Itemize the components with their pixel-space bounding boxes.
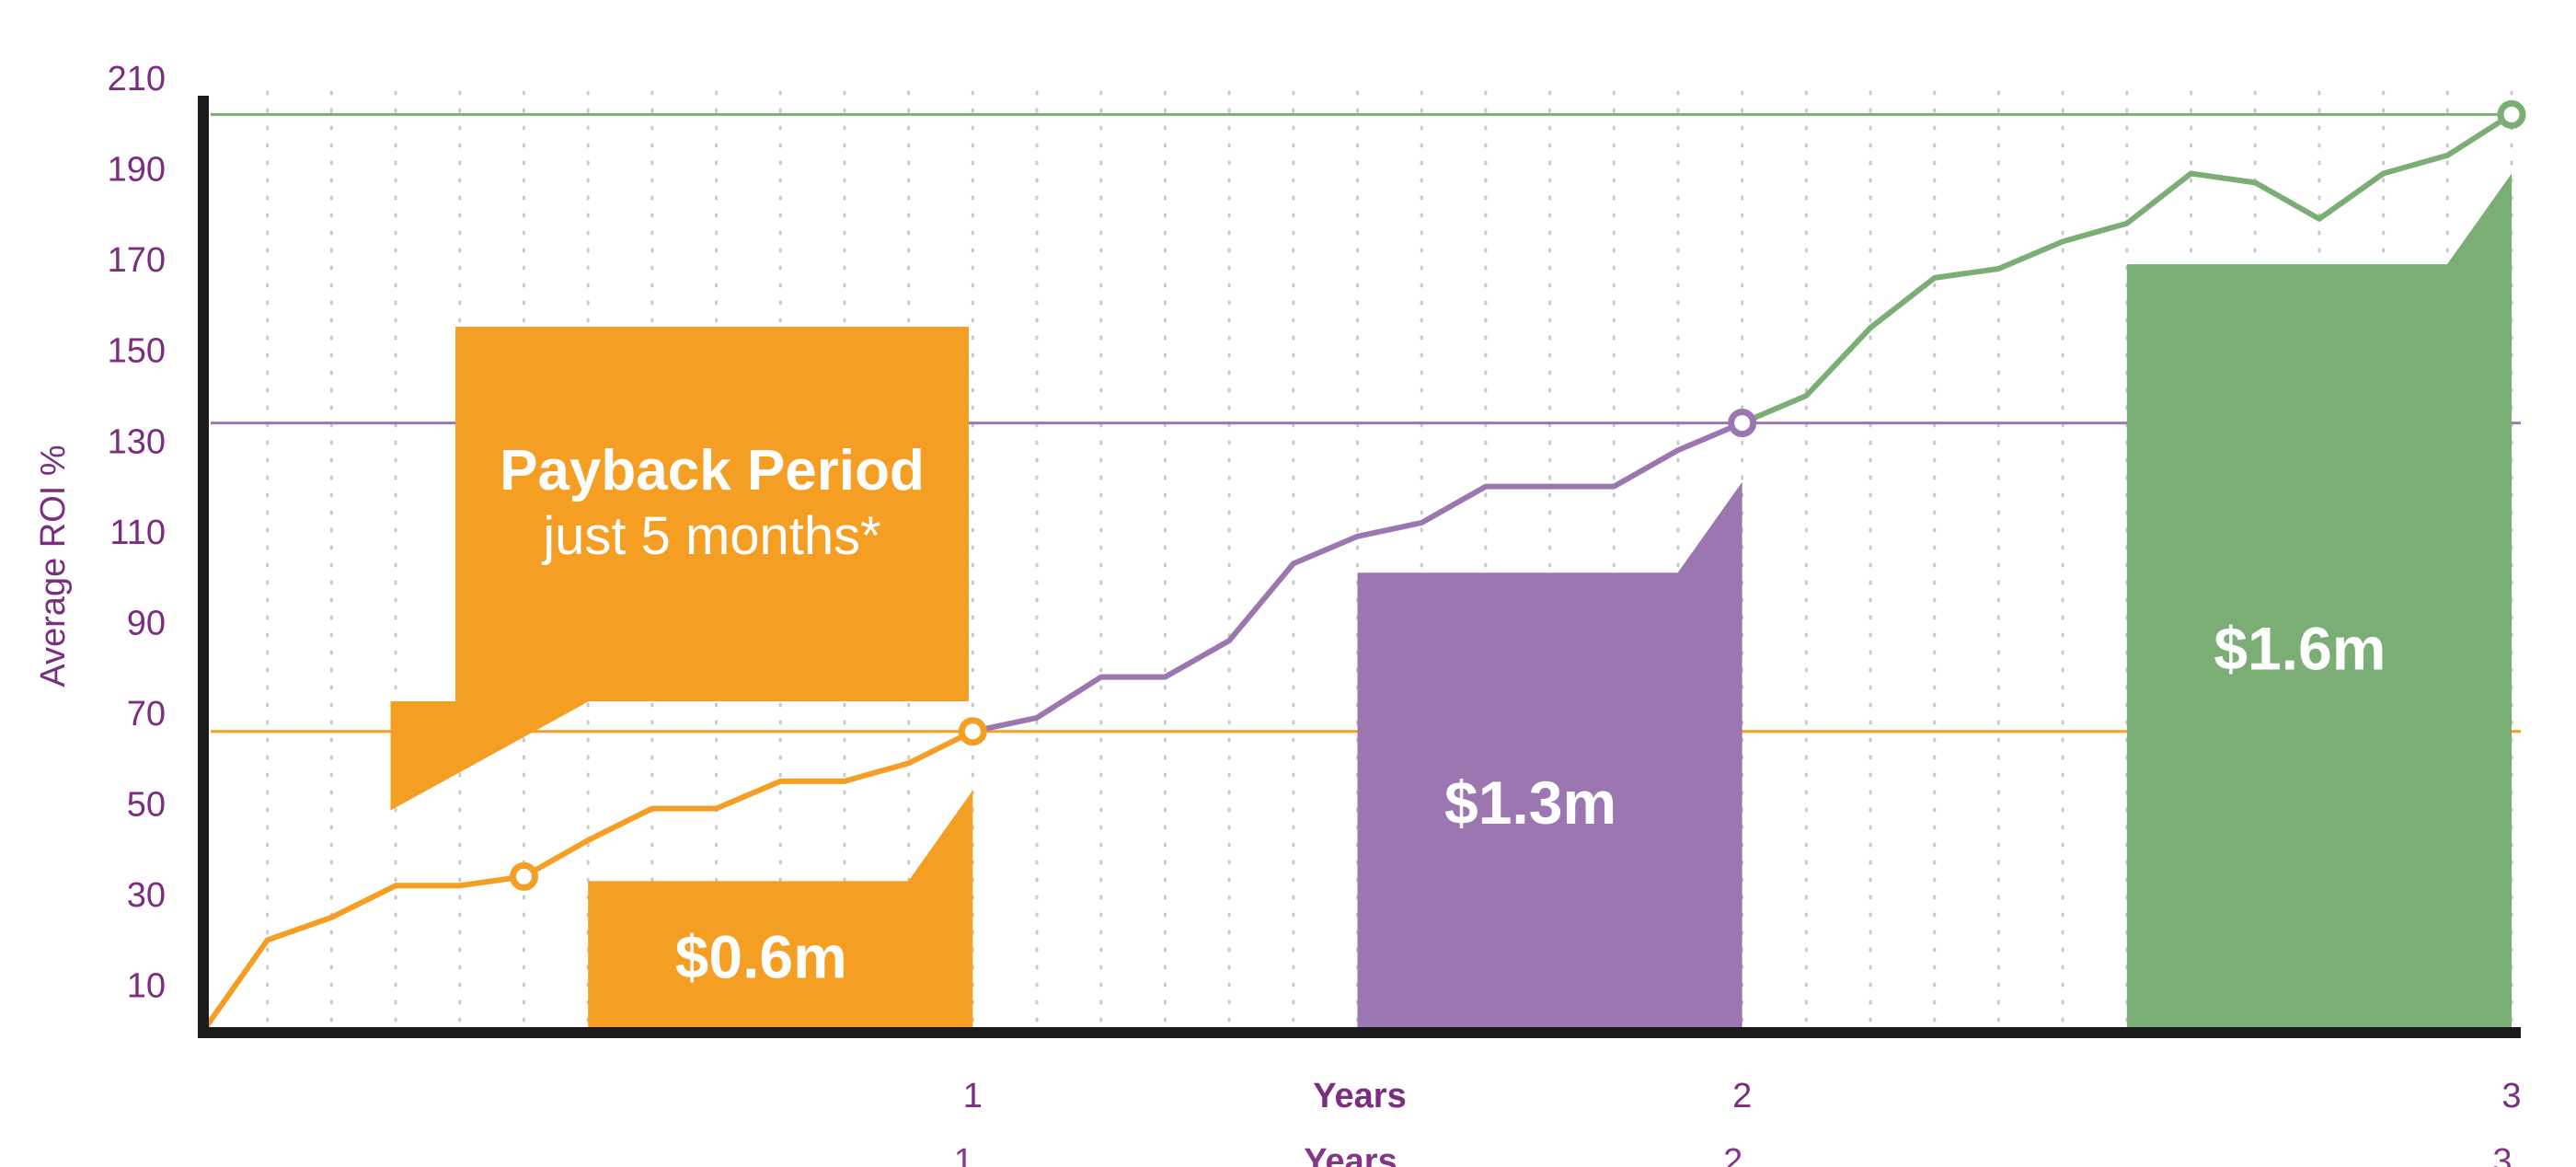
x-tick-labels: 1 2 3 xyxy=(963,1077,2522,1115)
x-axis-label: Years xyxy=(1313,1077,1406,1115)
roi-lines xyxy=(201,111,2514,1034)
callout-subtitle: just 5 months* xyxy=(541,506,881,566)
axes xyxy=(198,96,2521,1038)
value-bars: $0.6m $1.3m $1.6m xyxy=(588,173,2512,1027)
y-tick-label: 150 xyxy=(108,332,166,371)
x-tick-label-duplicate: 1 xyxy=(954,1142,973,1167)
y-tick-labels: 10 30 50 70 90 110 130 150 170 190 210 xyxy=(108,60,166,1006)
y-axis-label: Average ROI % xyxy=(34,445,73,687)
grid-lines xyxy=(266,90,2513,1031)
y-tick-label: 30 xyxy=(127,876,166,915)
y-tick-label: 10 xyxy=(127,967,166,1006)
x-tick-label: 3 xyxy=(2501,1077,2521,1115)
y-tick-label: 50 xyxy=(127,786,166,825)
value-bar xyxy=(1357,481,1742,1027)
y-tick-label: 130 xyxy=(108,422,166,461)
y-tick-label: 190 xyxy=(108,151,166,190)
line-markers xyxy=(510,99,2526,891)
series-line xyxy=(201,728,976,1034)
y-tick-label: 90 xyxy=(127,604,166,642)
series-line xyxy=(1739,111,2514,426)
x-axis-label-duplicate: Years xyxy=(1304,1142,1397,1167)
value-bar xyxy=(588,790,973,1027)
bar-value-label: $0.6m xyxy=(675,923,847,991)
bar-value-label: $1.6m xyxy=(2214,615,2386,683)
x-tick-label-duplicate: 3 xyxy=(2492,1142,2512,1167)
series-line xyxy=(970,420,1745,734)
bar-value-label: $1.3m xyxy=(1444,768,1616,837)
y-tick-label: 110 xyxy=(109,514,166,552)
data-point-marker xyxy=(958,717,987,746)
x-tick-label: 1 xyxy=(963,1077,983,1115)
callout-title: Payback Period xyxy=(500,439,925,503)
data-point-marker xyxy=(510,861,539,891)
clipped-duplicate-labels: 1 2 3 Years xyxy=(954,1142,2513,1167)
x-tick-label: 2 xyxy=(1732,1077,1752,1115)
data-point-marker xyxy=(2497,99,2526,129)
y-tick-label: 70 xyxy=(127,695,166,734)
y-tick-label: 170 xyxy=(108,241,166,280)
callout-box xyxy=(390,327,969,811)
data-point-marker xyxy=(1728,409,1757,438)
y-tick-label: 210 xyxy=(108,60,166,98)
x-tick-label-duplicate: 2 xyxy=(1723,1142,1742,1167)
value-bar xyxy=(2126,173,2512,1027)
